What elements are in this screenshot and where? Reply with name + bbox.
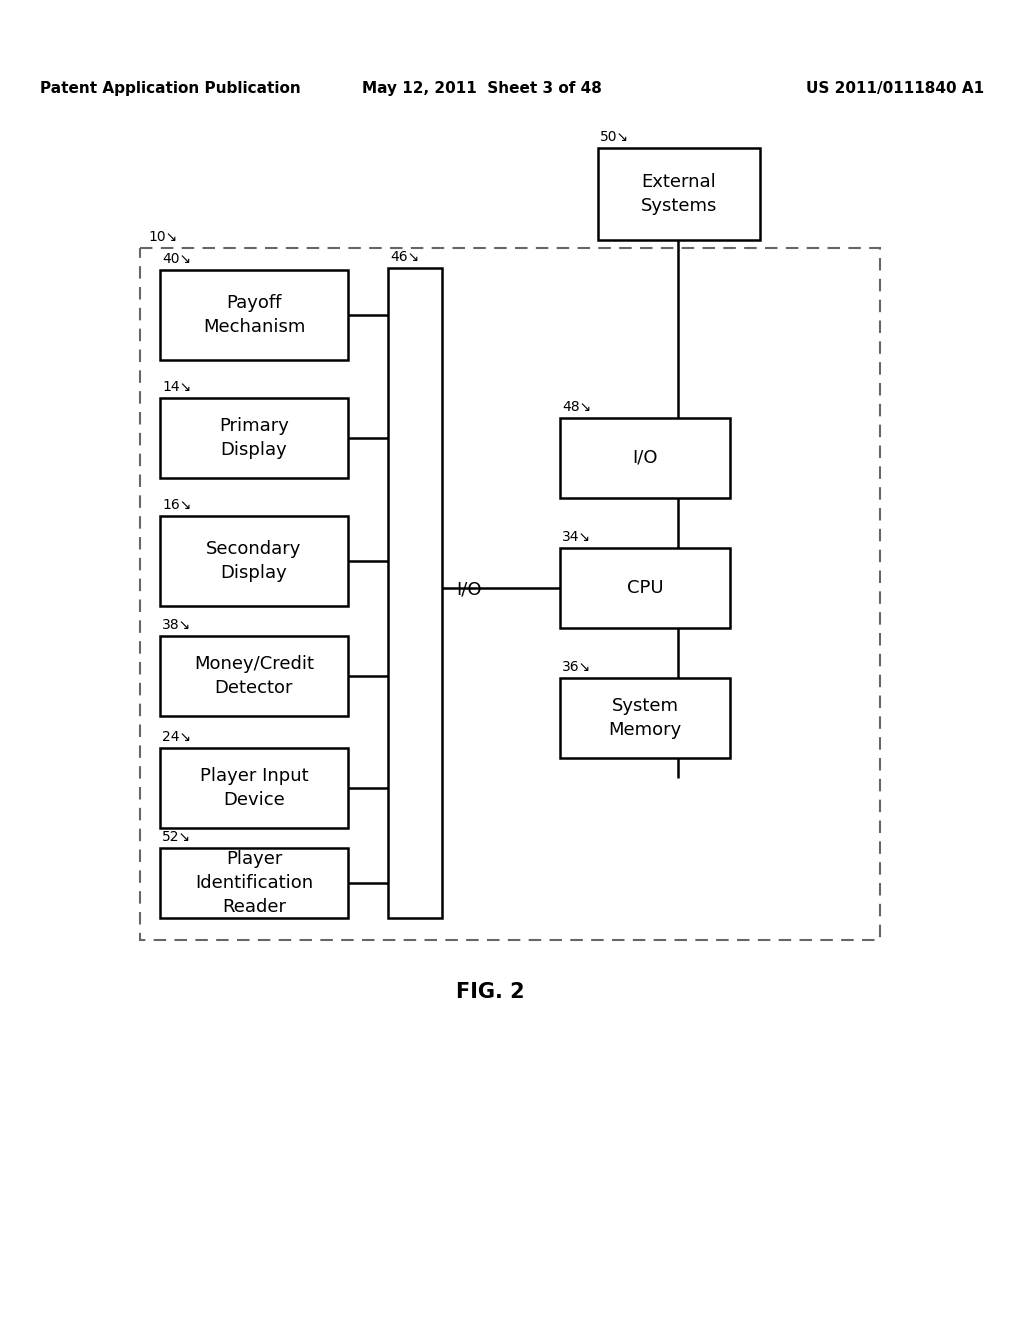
- Text: 24↘: 24↘: [162, 730, 191, 744]
- Text: US 2011/0111840 A1: US 2011/0111840 A1: [806, 81, 984, 95]
- Text: Money/Credit
Detector: Money/Credit Detector: [194, 655, 314, 697]
- Bar: [160, 271, 348, 360]
- Text: External
Systems: External Systems: [641, 173, 717, 215]
- Text: Primary
Display: Primary Display: [219, 417, 289, 459]
- Bar: [160, 399, 348, 478]
- Text: FIG. 2: FIG. 2: [456, 982, 524, 1002]
- Text: Patent Application Publication: Patent Application Publication: [40, 81, 301, 95]
- Bar: [160, 847, 348, 917]
- Text: I/O: I/O: [632, 449, 657, 467]
- Text: 38↘: 38↘: [162, 618, 191, 632]
- Text: 34↘: 34↘: [562, 531, 591, 544]
- Bar: [160, 636, 348, 715]
- Text: I/O: I/O: [456, 581, 481, 599]
- Text: System
Memory: System Memory: [608, 697, 682, 739]
- Text: Player
Identification
Reader: Player Identification Reader: [195, 850, 313, 916]
- Bar: [140, 248, 880, 940]
- Text: 40↘: 40↘: [162, 252, 191, 267]
- Text: 36↘: 36↘: [562, 660, 591, 675]
- Text: Player Input
Device: Player Input Device: [200, 767, 308, 809]
- Text: May 12, 2011  Sheet 3 of 48: May 12, 2011 Sheet 3 of 48: [362, 81, 602, 95]
- Text: CPU: CPU: [627, 579, 664, 597]
- Bar: [160, 516, 348, 606]
- Text: 16↘: 16↘: [162, 498, 191, 512]
- Text: Secondary
Display: Secondary Display: [206, 540, 302, 582]
- Text: 48↘: 48↘: [562, 400, 591, 414]
- Text: 46↘: 46↘: [390, 249, 419, 264]
- Bar: [388, 268, 442, 917]
- Bar: [560, 678, 730, 758]
- Bar: [560, 418, 730, 498]
- Text: 10↘: 10↘: [148, 230, 177, 244]
- Bar: [160, 748, 348, 828]
- Text: 50↘: 50↘: [600, 129, 629, 144]
- Bar: [598, 148, 760, 240]
- Bar: [560, 548, 730, 628]
- Text: 52↘: 52↘: [162, 830, 191, 843]
- Text: Payoff
Mechanism: Payoff Mechanism: [203, 294, 305, 335]
- Text: 14↘: 14↘: [162, 380, 191, 393]
